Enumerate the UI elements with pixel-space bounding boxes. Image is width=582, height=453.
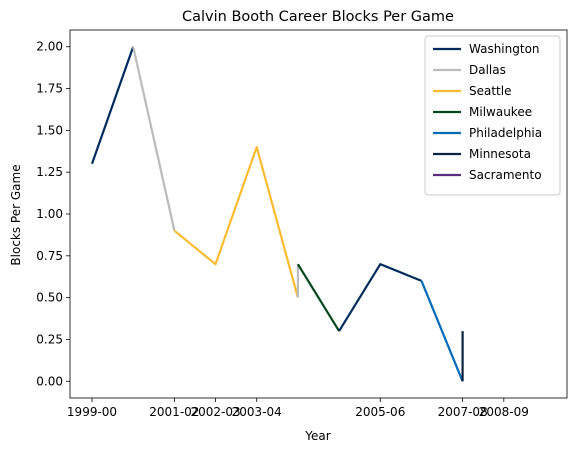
y-axis: 0.00 0.25 0.50 0.75 1.00 1.25 1.50 1.75 2.00 — [36, 40, 70, 388]
chart-title: Calvin Booth Career Blocks Per Game — [182, 9, 454, 25]
y-tick-label: 2.00 — [36, 40, 63, 54]
y-axis-label: Blocks Per Game — [9, 164, 23, 265]
x-axis-label: Year — [304, 429, 330, 443]
x-tick-label: 2002-03 — [190, 405, 240, 419]
y-tick-label: 0.50 — [36, 291, 63, 305]
series-line-seattle-2 — [173, 146, 299, 298]
series-line-washington-5 — [338, 263, 422, 332]
y-tick-label: 0.25 — [36, 332, 63, 346]
legend: Washington Dallas Seattle Milwaukee Philadel… — [424, 35, 561, 196]
y-tick-label: 0.75 — [36, 249, 63, 263]
legend-label: Dallas — [469, 63, 506, 77]
x-tick-label: 1999-00 — [67, 405, 117, 419]
x-tick-label: 2001-02 — [149, 405, 199, 419]
x-tick-label: 2008-09 — [479, 405, 529, 419]
legend-label: Milwaukee — [469, 105, 532, 119]
series-line-milwaukee-4 — [296, 263, 341, 332]
legend-label: Minnesota — [469, 147, 531, 161]
x-tick-label: 2005-06 — [355, 405, 405, 419]
x-tick-label: 2007-08 — [438, 405, 488, 419]
legend-label: Washington — [469, 42, 540, 56]
legend-label: Sacramento — [469, 168, 542, 182]
y-tick-label: 0.00 — [36, 374, 63, 388]
series-line-washington-0 — [90, 46, 135, 165]
legend-label: Seattle — [469, 84, 511, 98]
y-tick-label: 1.75 — [36, 82, 63, 96]
series-layer — [90, 46, 464, 382]
legend-label: Philadelphia — [469, 126, 542, 140]
y-tick-label: 1.00 — [36, 207, 63, 221]
legend-box — [424, 35, 561, 196]
y-tick-label: 1.25 — [36, 165, 63, 179]
series-line-philadelphia-6 — [420, 280, 464, 382]
x-tick-label: 2003-04 — [232, 405, 282, 419]
series-line-dallas-1 — [132, 46, 176, 231]
y-tick-label: 1.50 — [36, 123, 63, 137]
